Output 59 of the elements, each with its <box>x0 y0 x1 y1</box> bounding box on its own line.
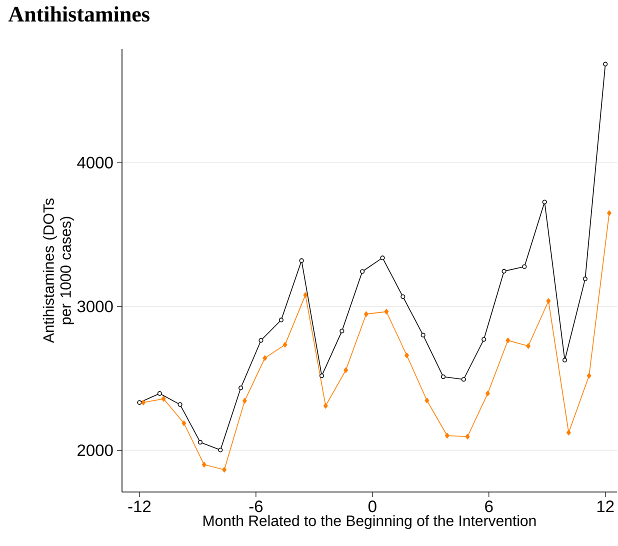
chart-title: Antihistamines <box>8 6 150 22</box>
x-tick-label: 6 <box>485 500 493 512</box>
point <box>303 292 308 298</box>
point <box>440 374 446 380</box>
point <box>566 430 571 436</box>
point <box>222 466 227 473</box>
y-tick-label: 2000 <box>78 444 113 456</box>
point <box>586 372 592 379</box>
point <box>380 256 385 260</box>
point <box>404 352 409 358</box>
point <box>141 400 146 406</box>
point <box>506 338 510 344</box>
point <box>562 358 568 362</box>
point <box>278 318 284 322</box>
y-axis-title: Antihistamines (DOTs per 1000 cases) <box>42 198 74 343</box>
point <box>582 276 588 282</box>
point <box>262 355 268 361</box>
point <box>444 432 450 438</box>
point <box>178 402 182 407</box>
point <box>384 308 389 314</box>
point <box>258 338 264 343</box>
point <box>461 377 466 382</box>
point <box>282 342 288 348</box>
point <box>424 398 430 404</box>
y-tick-label: 3000 <box>77 300 113 312</box>
point <box>161 396 166 402</box>
point <box>400 294 406 299</box>
y-tick-label: 4000 <box>77 156 113 168</box>
point <box>486 390 490 396</box>
point <box>364 311 368 317</box>
point <box>137 400 142 405</box>
point <box>522 264 527 269</box>
point <box>344 367 348 373</box>
point <box>360 269 365 274</box>
point <box>420 332 426 338</box>
point <box>218 448 223 452</box>
point <box>299 258 304 263</box>
point <box>182 420 186 426</box>
point <box>542 200 547 204</box>
point <box>323 403 328 409</box>
point <box>319 373 324 378</box>
point <box>546 298 551 304</box>
x-tick-label: -12 <box>128 500 151 512</box>
point <box>157 391 162 396</box>
x-tick-label: 0 <box>368 500 376 512</box>
x-axis-title: Month Related to the Beginning of the Intervention <box>204 515 536 530</box>
point <box>242 398 247 404</box>
point <box>502 268 506 274</box>
point <box>603 62 608 66</box>
x-tick-label: -6 <box>249 500 263 512</box>
point <box>340 328 344 334</box>
point <box>198 440 203 445</box>
point <box>607 210 612 216</box>
point <box>238 386 244 390</box>
x-tick-label: 12 <box>597 500 614 512</box>
point <box>202 462 206 468</box>
point <box>526 343 530 349</box>
point <box>465 434 470 440</box>
point <box>482 337 486 342</box>
